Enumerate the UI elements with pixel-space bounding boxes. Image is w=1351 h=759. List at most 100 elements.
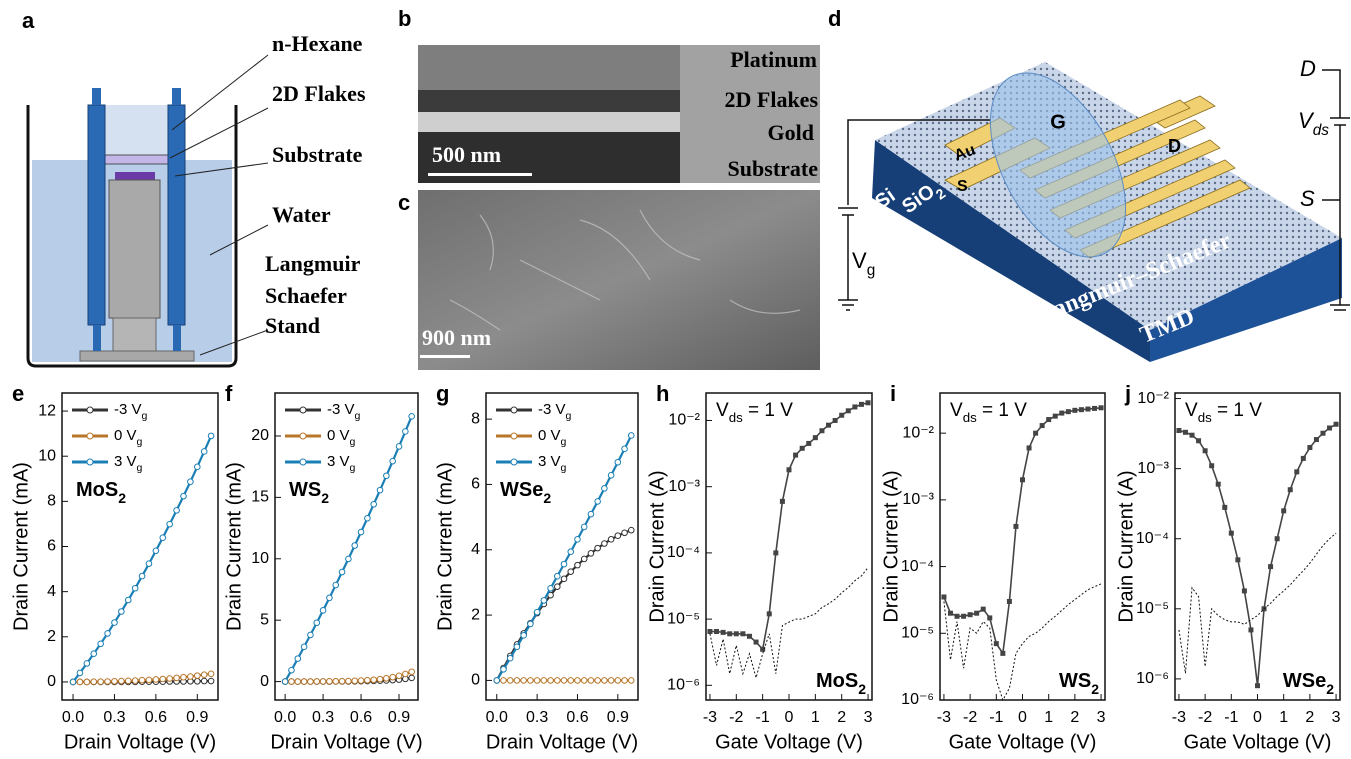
plot-frame — [706, 393, 872, 700]
panel-label: i — [890, 381, 896, 406]
x-axis-label: Gate Voltage (V) — [949, 731, 1097, 753]
marker — [403, 429, 409, 435]
drain-label: D — [1168, 136, 1181, 156]
marker — [320, 679, 326, 685]
marker — [289, 679, 295, 685]
marker — [521, 678, 527, 684]
gold-band — [418, 112, 680, 132]
marker — [125, 597, 131, 603]
marker — [541, 598, 547, 604]
legend-marker — [300, 433, 306, 439]
marker — [105, 631, 111, 637]
series-line — [497, 530, 632, 680]
marker — [588, 551, 594, 557]
x-tick-label: 1 — [1044, 709, 1053, 726]
subscript: ds — [1198, 410, 1212, 425]
y-axis-label: Drain Current (mA) — [434, 462, 456, 631]
x-tick-label: -3 — [1172, 709, 1186, 726]
x-tick-label: 2 — [1070, 709, 1079, 726]
marker — [146, 561, 152, 567]
y-tick-label: 10⁻⁶ — [901, 691, 934, 708]
marker — [534, 678, 540, 684]
text-part: 3 V — [114, 453, 137, 470]
column-top — [172, 88, 181, 105]
text-part: V — [852, 248, 867, 273]
marker — [396, 673, 402, 679]
gate-label: G — [1050, 111, 1066, 133]
flake-band — [418, 90, 680, 112]
marker — [507, 655, 513, 661]
marker — [595, 678, 601, 684]
column-top — [92, 88, 101, 105]
y-axis-label: Drain Current (A) — [1115, 470, 1137, 622]
marker — [561, 561, 567, 567]
marker — [581, 556, 587, 562]
marker — [826, 423, 831, 428]
legend-marker — [87, 459, 93, 465]
subscript: g — [137, 436, 143, 448]
subscript: g — [350, 462, 356, 474]
x-tick-label: 0 — [785, 709, 794, 726]
material-label: WS2 — [1059, 670, 1099, 696]
marker — [813, 435, 818, 440]
marker — [734, 631, 739, 636]
marker — [181, 674, 187, 680]
y-tick-label: 4 — [471, 541, 480, 558]
marker — [773, 550, 778, 555]
marker — [780, 499, 785, 504]
marker — [371, 677, 377, 683]
marker — [1255, 683, 1260, 688]
marker — [1033, 431, 1038, 436]
label: 2D Flakes — [272, 81, 366, 106]
marker — [188, 674, 194, 680]
marker — [948, 611, 953, 616]
annotation: Vds = 1 V — [716, 400, 793, 425]
x-tick-label: -2 — [729, 709, 743, 726]
text-part: 0 V — [114, 427, 137, 444]
subscript: 2 — [1091, 681, 1099, 697]
text-part: 3 V — [538, 453, 561, 470]
marker — [859, 402, 864, 407]
legend-marker — [511, 407, 517, 413]
scale-label: 500 nm — [432, 142, 501, 167]
marker — [494, 678, 500, 684]
marker — [1294, 469, 1299, 474]
marker — [98, 641, 104, 647]
marker — [1307, 445, 1312, 450]
marker — [160, 676, 166, 682]
leakage-line — [710, 568, 868, 678]
marker — [365, 515, 371, 521]
legend-entry: 3 Vg — [538, 453, 567, 474]
marker — [548, 678, 554, 684]
y-tick-label: 10⁻⁶ — [1136, 670, 1169, 687]
panel-d: d G Au D S Si SiO2 Langmuir–Schaefer TMD — [828, 6, 1350, 362]
layer-label: Substrate — [728, 156, 819, 181]
panel-label: d — [828, 6, 841, 31]
x-tick-label: 0 — [1018, 709, 1027, 726]
x-tick-label: -1 — [1224, 709, 1238, 726]
legend-entry: 0 Vg — [114, 427, 143, 448]
marker — [314, 620, 320, 626]
marker — [98, 679, 104, 685]
y-axis-label: Drain Current (mA) — [10, 462, 32, 631]
marker — [602, 541, 608, 547]
marker — [747, 634, 752, 639]
marker — [568, 678, 574, 684]
marker — [139, 677, 145, 683]
y-tick-label: 10⁻⁴ — [667, 544, 700, 561]
marker — [358, 529, 364, 535]
column — [88, 105, 105, 325]
marker — [541, 678, 547, 684]
y-tick-label: 10⁻³ — [668, 478, 700, 495]
circuit-source: S — [1300, 186, 1315, 211]
figure: a n-Hexane 2D Flakes Substrate Water Lan… — [0, 0, 1351, 754]
marker — [320, 608, 326, 614]
charts: e0.00.30.60.9024681012Drain Voltage (V)D… — [10, 381, 1340, 753]
marker — [514, 678, 520, 684]
x-tick-label: 0.9 — [607, 709, 629, 726]
annotation: Vds = 1 V — [950, 400, 1027, 425]
page: {"panels": { "a": {"label": "a", "labels… — [0, 0, 1351, 754]
legend-marker — [511, 459, 517, 465]
marker — [1027, 445, 1032, 450]
y-tick-label: 8 — [47, 493, 56, 510]
